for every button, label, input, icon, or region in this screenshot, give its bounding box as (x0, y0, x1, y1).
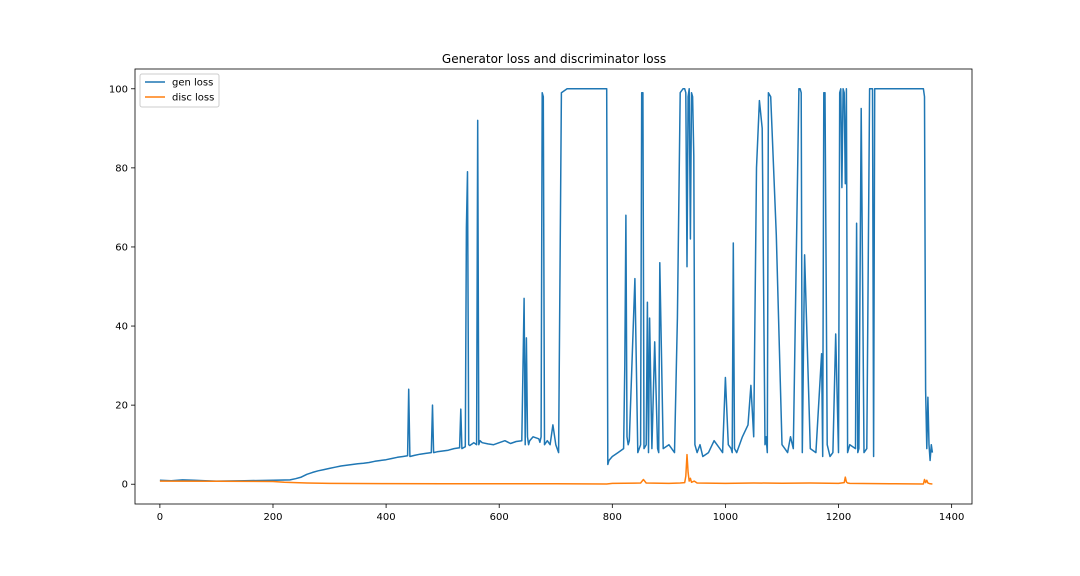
y-tick-label: 60 (115, 242, 128, 253)
x-tick-label: 400 (377, 512, 396, 523)
chart-title: Generator loss and discriminator loss (442, 52, 666, 66)
legend-label-0: gen loss (172, 78, 213, 89)
plot-area-frame (134, 68, 973, 505)
x-tick-label: 600 (490, 512, 509, 523)
series-layer (159, 88, 934, 485)
x-axis: 0 200 400 600 800 1000 1200 1400 (157, 504, 964, 523)
x-tick-label: 0 (157, 512, 163, 523)
y-tick-label: 80 (115, 163, 128, 174)
x-tick-label: 1200 (826, 512, 851, 523)
x-tick-label: 200 (263, 512, 282, 523)
series-line-0 (159, 88, 934, 482)
series-line-1 (159, 453, 933, 485)
legend: gen loss disc loss (139, 73, 220, 108)
x-tick-label: 800 (603, 512, 622, 523)
y-tick-label: 100 (109, 84, 128, 95)
x-tick-label: 1000 (713, 512, 738, 523)
y-tick-label: 40 (115, 322, 128, 333)
y-axis: 0 20 40 60 80 100 (109, 84, 135, 491)
x-tick-label: 1400 (939, 512, 964, 523)
y-tick-label: 20 (115, 401, 128, 412)
legend-label-1: disc loss (172, 93, 214, 104)
y-tick-label: 0 (122, 480, 128, 491)
